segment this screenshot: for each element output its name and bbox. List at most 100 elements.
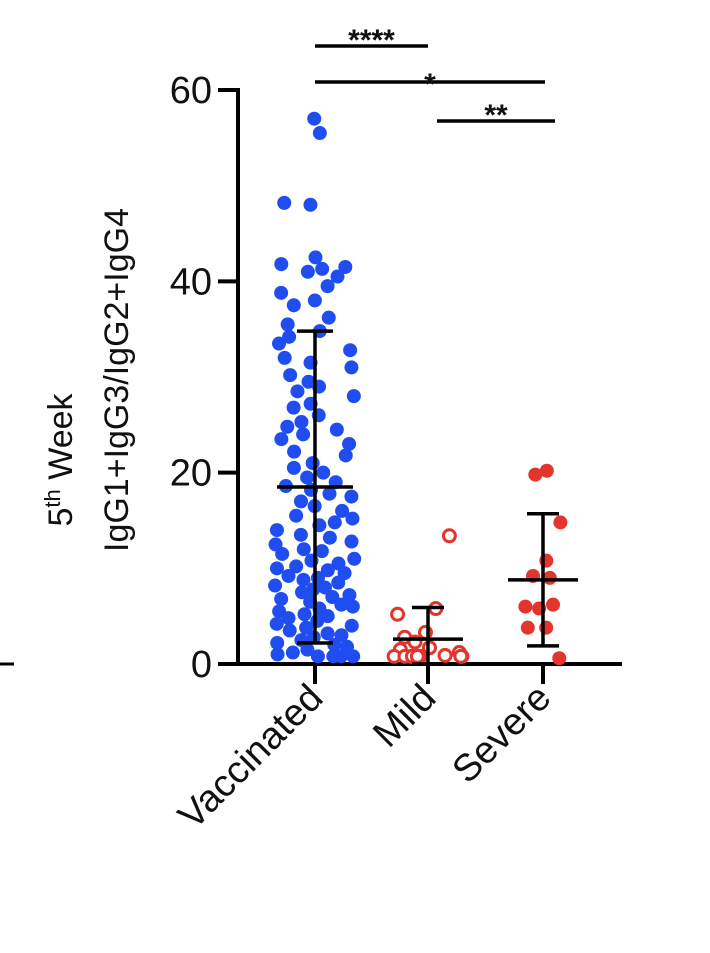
data-point (539, 463, 554, 478)
data-point (283, 368, 298, 383)
x-category-label: Mild (365, 677, 444, 756)
data-point (286, 460, 301, 475)
data-point (289, 508, 304, 523)
data-point (331, 575, 346, 590)
data-point (300, 642, 315, 657)
data-point (310, 649, 325, 664)
data-point (272, 336, 287, 351)
data-point (334, 628, 349, 643)
x-category-label: Severe (445, 677, 560, 792)
data-point (542, 570, 557, 585)
data-point (321, 310, 336, 325)
data-point (553, 515, 568, 530)
data-point (390, 606, 406, 622)
data-point (285, 645, 300, 660)
data-point (322, 530, 337, 545)
data-point (300, 264, 315, 279)
x-category-label: Vaccinated (171, 677, 332, 838)
data-point (297, 607, 312, 622)
data-point (280, 317, 295, 332)
data-point (322, 486, 337, 501)
data-point (290, 384, 305, 399)
data-point (329, 422, 344, 437)
data-point (344, 618, 359, 633)
data-point (347, 551, 362, 566)
data-point (315, 261, 330, 276)
data-point (343, 343, 358, 358)
data-point (303, 197, 318, 212)
data-point (546, 597, 561, 612)
data-point (346, 389, 361, 404)
data-point (300, 470, 315, 485)
data-point (327, 515, 342, 530)
data-point (299, 620, 314, 635)
data-point (296, 542, 311, 557)
data-point (287, 444, 302, 459)
data-point (437, 647, 453, 663)
data-point (344, 534, 359, 549)
data-point (294, 414, 309, 429)
data-point (286, 400, 301, 415)
data-point (552, 651, 567, 666)
data-point (305, 456, 320, 471)
data-point (312, 126, 327, 141)
data-point (334, 649, 349, 664)
y-axis-label-line1: 5th Week (40, 392, 81, 526)
data-point (338, 259, 353, 274)
data-point (295, 585, 310, 600)
data-point (286, 298, 301, 313)
data-point (274, 285, 289, 300)
data-point (520, 620, 535, 635)
significance-label: * (424, 68, 436, 101)
data-point (345, 599, 360, 614)
data-point (269, 523, 284, 538)
data-point (282, 623, 297, 638)
data-point (293, 494, 308, 509)
data-point (409, 648, 425, 664)
data-point (316, 465, 331, 480)
data-point (274, 257, 289, 272)
data-point (268, 578, 283, 593)
data-point (453, 648, 469, 664)
data-point (282, 329, 297, 344)
data-point (320, 609, 335, 624)
data-point (274, 432, 289, 447)
data-point (338, 448, 353, 463)
data-point (320, 563, 335, 578)
data-point (307, 293, 322, 308)
data-point (518, 599, 533, 614)
data-point (334, 597, 349, 612)
y-axis-label-line2: IgG1+IgG3/IgG2+IgG4 (98, 208, 136, 552)
data-point (270, 647, 285, 662)
data-point (308, 250, 323, 265)
data-point (270, 635, 285, 650)
data-point (317, 580, 332, 595)
data-point (293, 527, 308, 542)
y-tick-label: 40 (170, 261, 212, 303)
data-point (296, 572, 311, 587)
data-point (281, 568, 296, 583)
data-point (289, 559, 304, 574)
data-point (441, 528, 457, 544)
y-tick-label: 60 (170, 70, 212, 112)
data-point (330, 269, 345, 284)
data-point (528, 467, 543, 482)
data-point (344, 489, 359, 504)
data-point (280, 419, 295, 434)
significance-label: **** (348, 24, 395, 57)
significance-label: ** (484, 99, 508, 132)
data-point (269, 616, 284, 631)
data-point (275, 546, 290, 561)
data-point (342, 436, 357, 451)
data-point (301, 374, 316, 389)
data-point (269, 561, 284, 576)
data-point (277, 350, 292, 365)
data-point (346, 649, 361, 664)
data-point (320, 279, 335, 294)
y-tick-label: 20 (170, 453, 212, 495)
data-point (342, 588, 357, 603)
data-point (307, 111, 322, 126)
data-point (345, 511, 360, 526)
data-point (320, 626, 335, 641)
